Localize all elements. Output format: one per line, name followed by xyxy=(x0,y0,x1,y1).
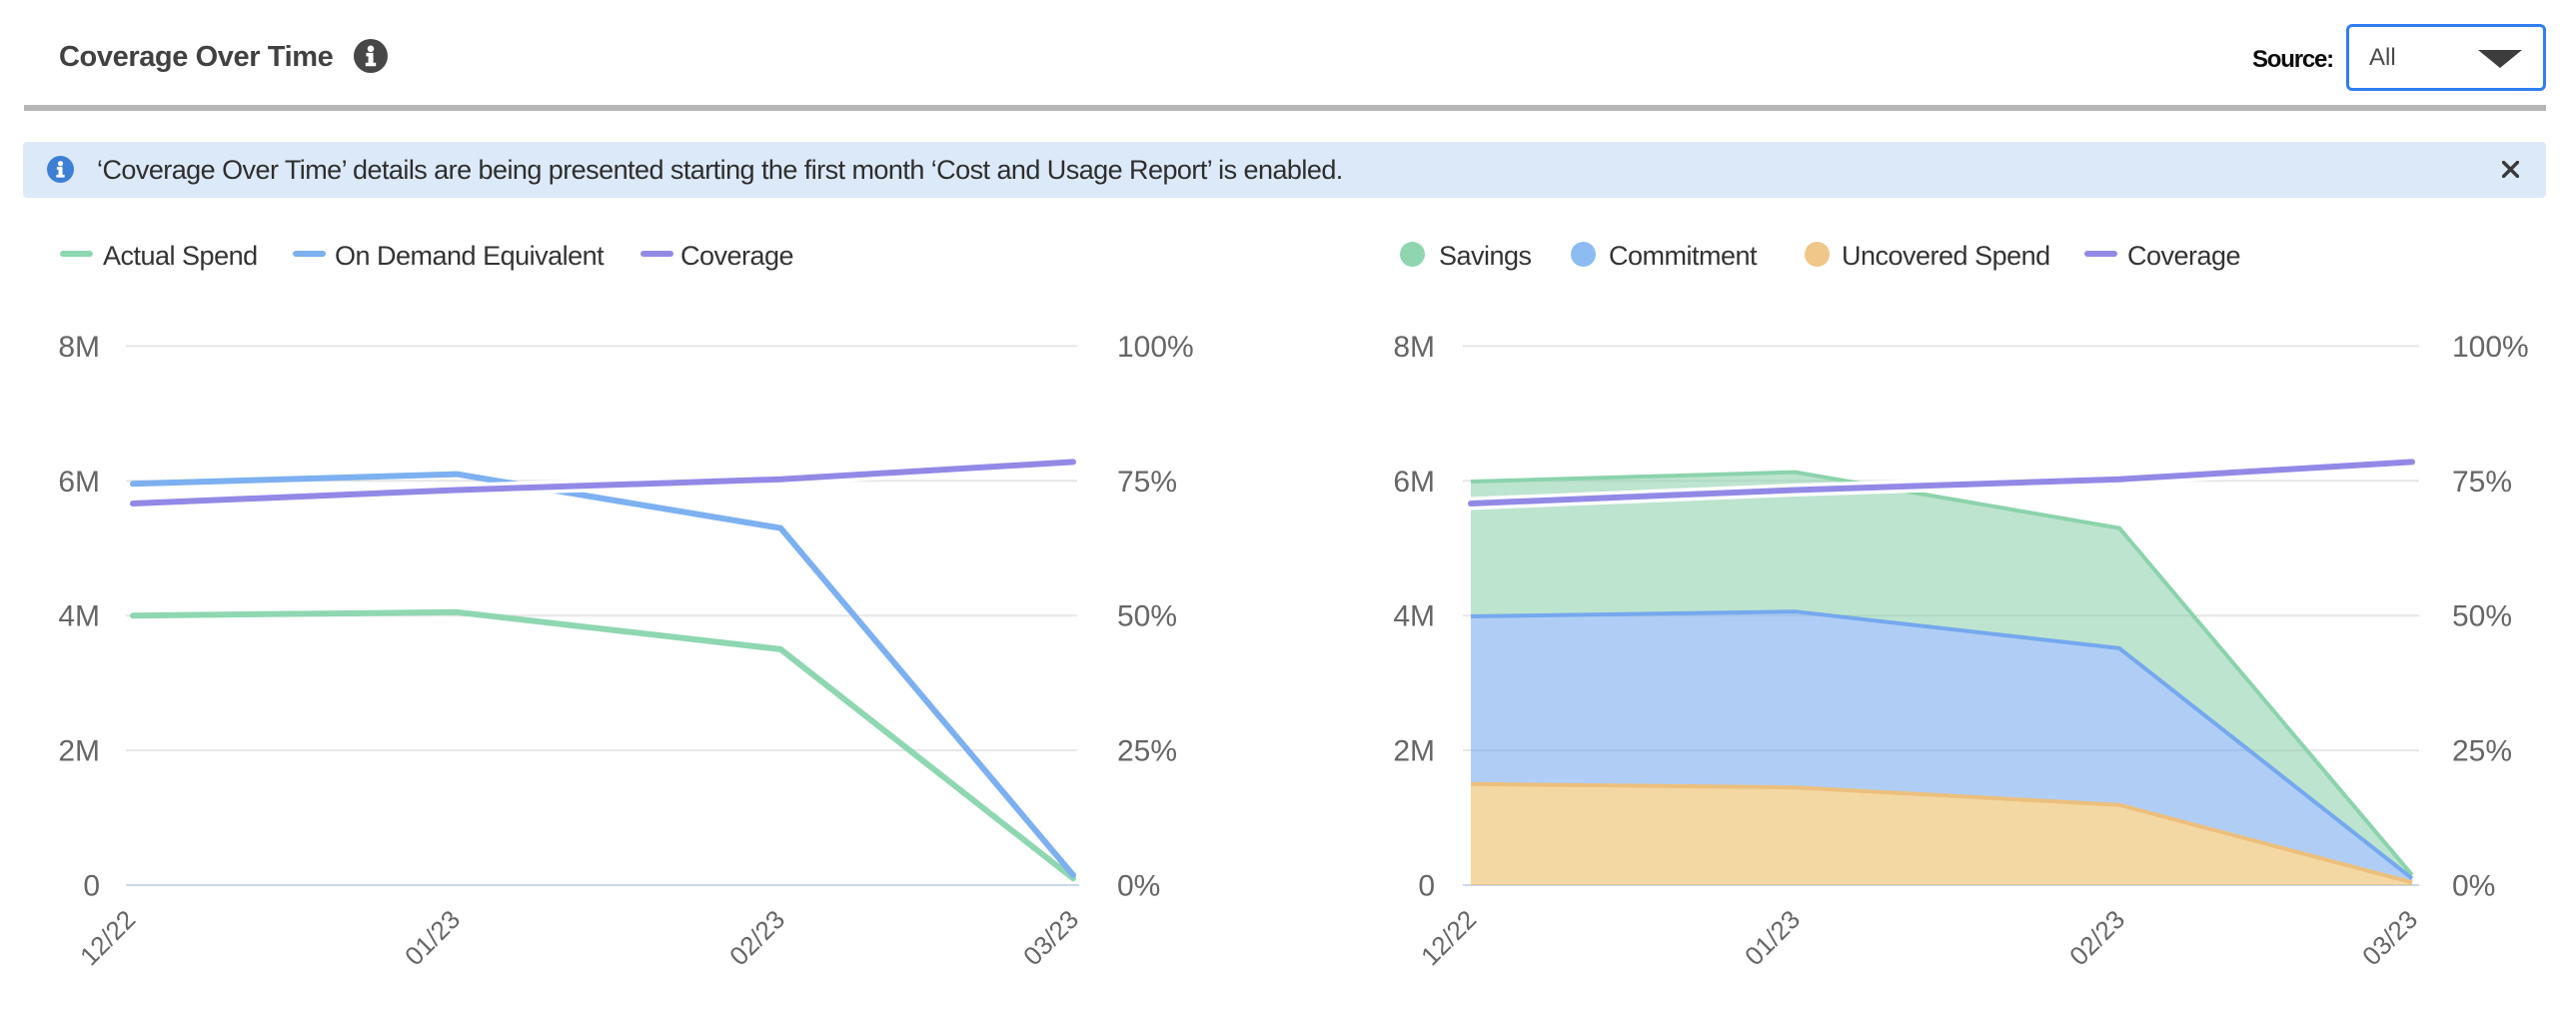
svg-text:8M: 8M xyxy=(58,331,100,364)
svg-text:4M: 4M xyxy=(1393,600,1435,633)
svg-text:6M: 6M xyxy=(58,466,100,499)
svg-text:0: 0 xyxy=(1418,870,1435,903)
svg-text:03/23: 03/23 xyxy=(1017,904,1084,971)
svg-text:0: 0 xyxy=(83,870,100,903)
svg-text:100%: 100% xyxy=(2452,331,2529,364)
svg-text:0%: 0% xyxy=(1117,870,1160,903)
svg-text:100%: 100% xyxy=(1117,331,1194,364)
svg-text:2M: 2M xyxy=(58,735,100,768)
svg-text:2M: 2M xyxy=(1393,735,1435,768)
svg-text:25%: 25% xyxy=(1117,735,1177,768)
svg-text:8M: 8M xyxy=(1393,331,1435,364)
svg-text:12/22: 12/22 xyxy=(1415,904,1482,971)
svg-text:4M: 4M xyxy=(58,600,100,633)
svg-text:02/23: 02/23 xyxy=(723,904,790,971)
svg-text:25%: 25% xyxy=(2452,735,2512,768)
svg-text:12/22: 12/22 xyxy=(74,904,141,971)
svg-text:03/23: 03/23 xyxy=(2356,904,2423,971)
svg-text:75%: 75% xyxy=(2452,466,2512,499)
svg-text:6M: 6M xyxy=(1393,466,1435,499)
svg-text:01/23: 01/23 xyxy=(399,904,466,971)
svg-text:50%: 50% xyxy=(1117,600,1177,633)
svg-text:50%: 50% xyxy=(2452,600,2512,633)
svg-text:0%: 0% xyxy=(2452,870,2495,903)
svg-text:02/23: 02/23 xyxy=(2063,904,2130,971)
svg-text:01/23: 01/23 xyxy=(1739,904,1806,971)
svg-text:75%: 75% xyxy=(1117,466,1177,499)
